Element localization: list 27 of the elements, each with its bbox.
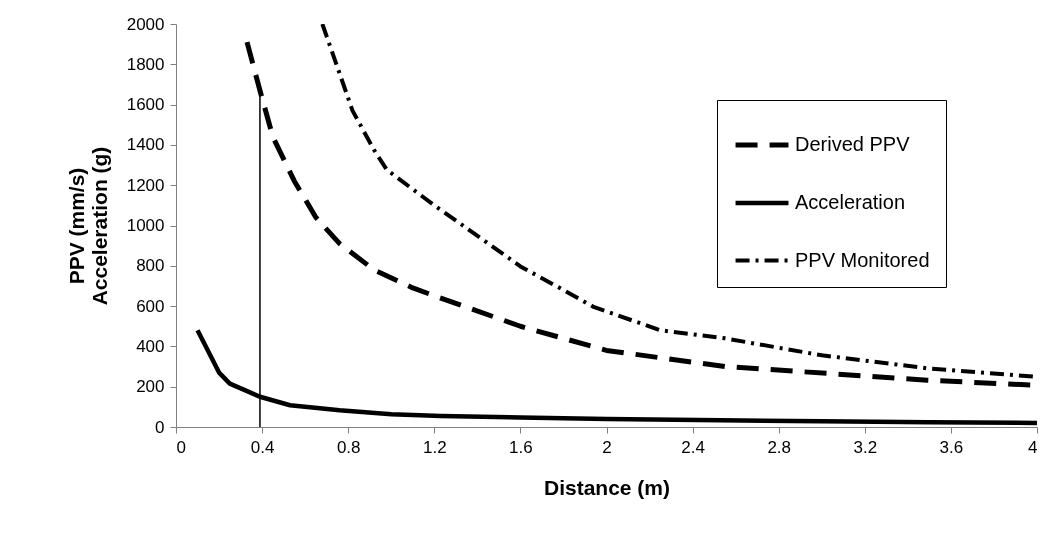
x-tick-label: 1.2: [422, 437, 447, 457]
x-tick-label: 1.6: [509, 437, 533, 457]
x-tick-label: 0.4: [250, 437, 275, 457]
legend-label: Acceleration: [795, 191, 906, 213]
y-tick-label: 800: [136, 256, 165, 276]
x-tick-label: 2.8: [767, 437, 792, 457]
y-tick-label: 0: [155, 417, 165, 437]
y-tick-label: 600: [136, 296, 165, 316]
legend-label: Derived PPV: [795, 133, 911, 155]
x-tick-label: 0: [176, 437, 186, 457]
y-tick-label: 1600: [126, 95, 165, 115]
x-tick-label: 2.4: [681, 437, 705, 457]
y-tick-label: 2000: [126, 14, 165, 34]
y-axis-title: PPV (mm/s) Acceleration (g): [64, 146, 111, 306]
x-tick-label: 3.2: [853, 437, 878, 457]
x-axis-title: Distance (m): [543, 475, 671, 499]
x-tick-label: 0.8: [336, 437, 361, 457]
y-tick-label: 1000: [126, 216, 165, 235]
y-tick-label: 400: [136, 336, 165, 356]
y-tick-label: 1400: [126, 135, 165, 155]
x-tick-label: 3.6: [939, 437, 964, 457]
legend-label: PPV Monitored: [795, 248, 930, 271]
y-tick-label: 200: [136, 377, 165, 397]
y-tick-label: 1800: [126, 54, 165, 74]
y-tick-label: 1200: [126, 175, 165, 195]
x-tick-label: 2: [602, 437, 612, 457]
x-tick-label: 4: [1028, 437, 1038, 457]
